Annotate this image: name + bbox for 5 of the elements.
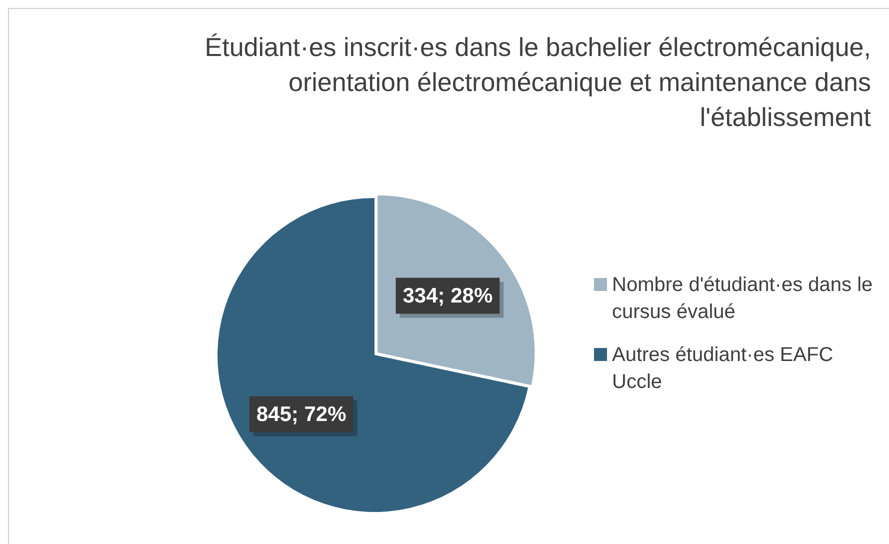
legend-label: Nombre d'étudiant·es dans le cursus évalué	[612, 273, 874, 325]
chart-title: Étudiant·es inscrit·es dans le bachelier électromécanique, orientation électromécanique et maintenance dans l'établissement	[204, 31, 871, 134]
legend-label: Autres étudiant·es EAFC Uccle	[612, 343, 834, 395]
data-label: 845; 72%	[256, 403, 347, 426]
data-label: 334; 28%	[402, 284, 493, 308]
